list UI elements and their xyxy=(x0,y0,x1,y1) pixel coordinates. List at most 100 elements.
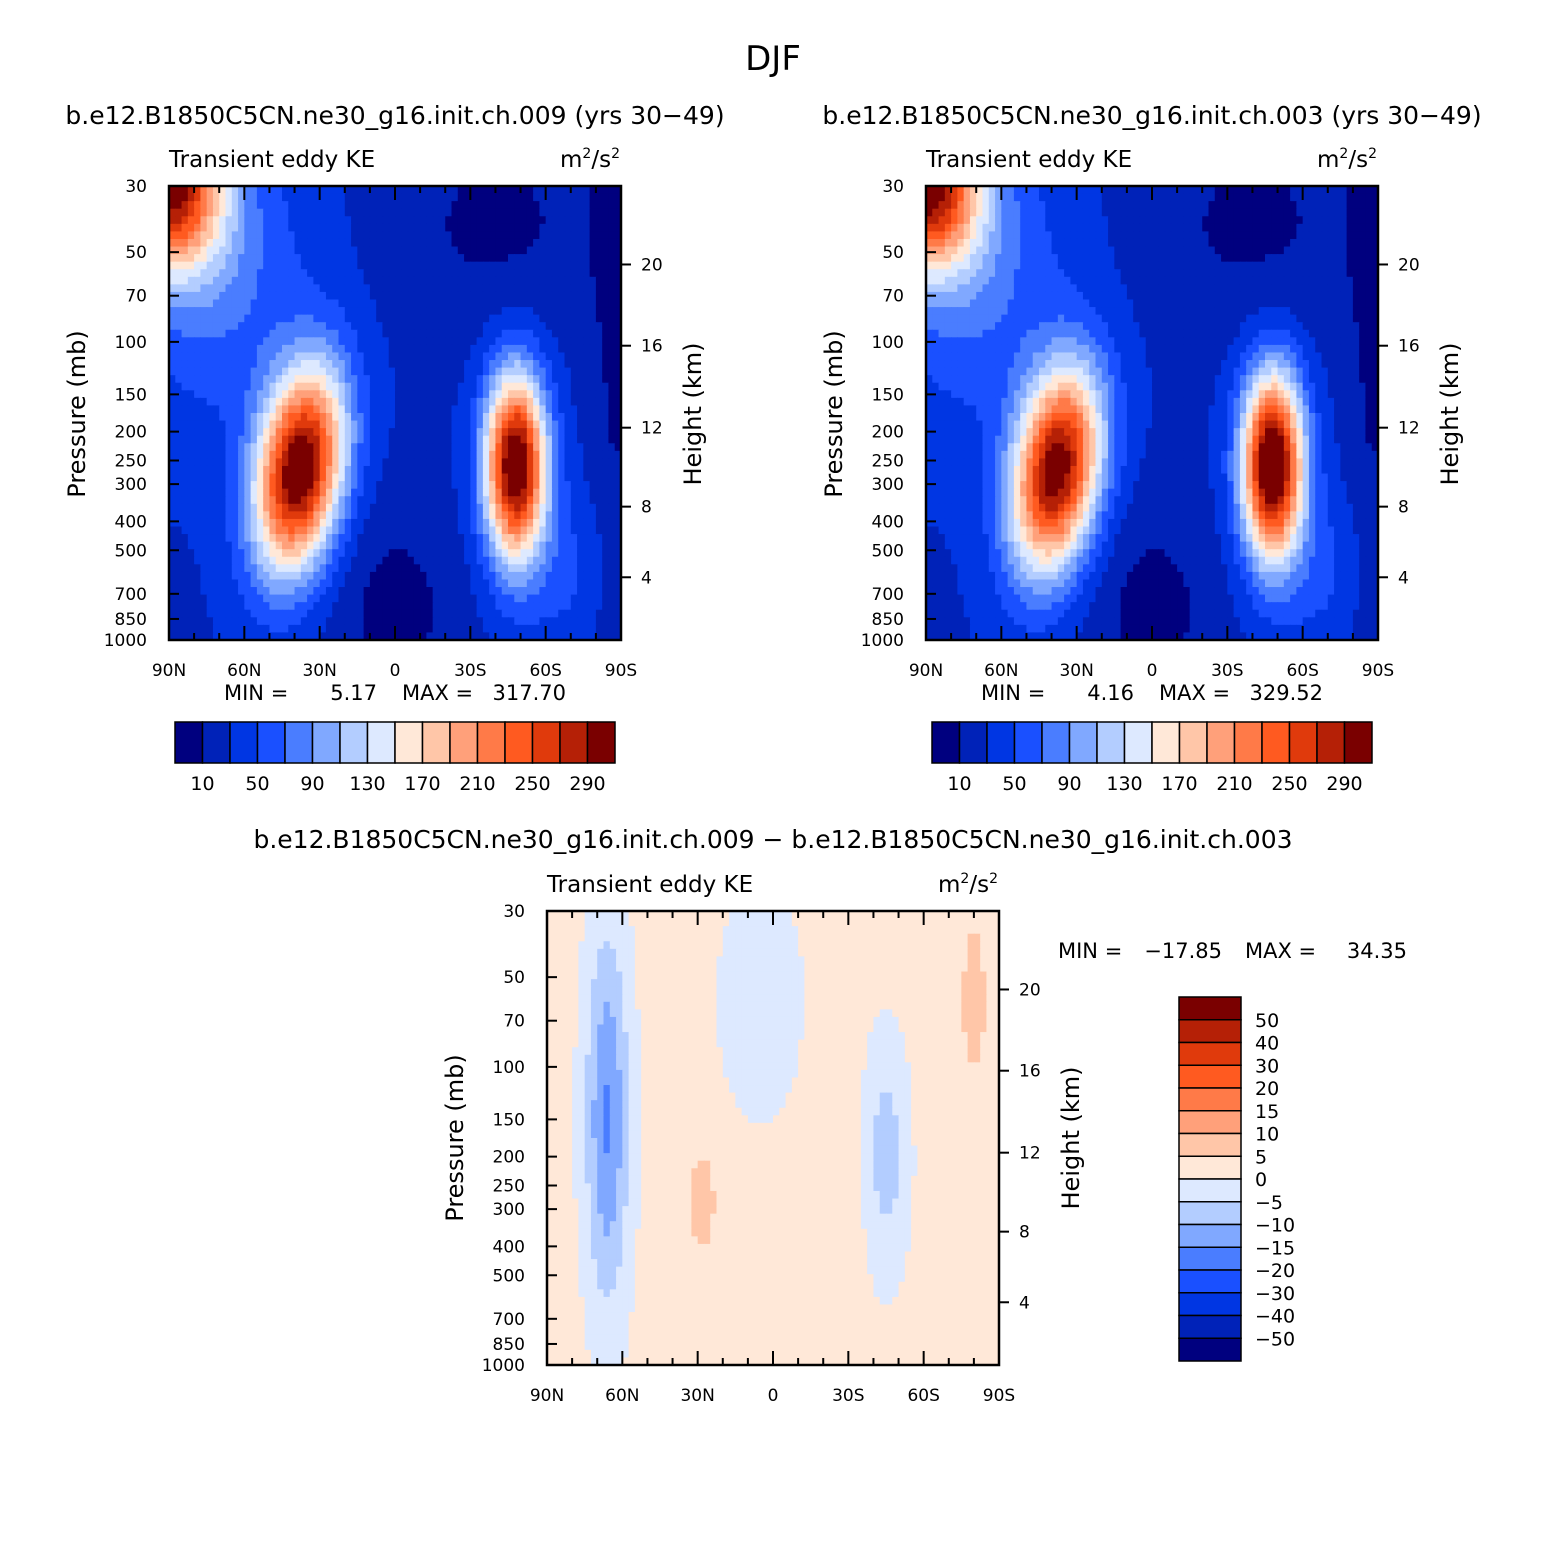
field-cell xyxy=(344,564,352,573)
field-cell xyxy=(212,602,220,611)
field-cell xyxy=(313,617,321,626)
field-cell xyxy=(583,632,591,641)
field-cell xyxy=(589,624,597,634)
field-cell xyxy=(583,458,591,467)
field-cell xyxy=(181,609,189,618)
field-cell xyxy=(351,360,358,369)
field-cell xyxy=(250,518,258,528)
field-cell xyxy=(282,413,289,422)
field-cell xyxy=(470,564,478,573)
field-cell xyxy=(482,186,490,195)
field-cell xyxy=(489,186,497,195)
field-cell xyxy=(238,420,245,429)
field-cell xyxy=(338,314,346,323)
field-cell xyxy=(514,231,522,240)
field-cell xyxy=(200,352,208,361)
field-cell xyxy=(614,329,622,338)
field-cell xyxy=(489,413,497,422)
field-cell xyxy=(558,375,566,384)
field-cell xyxy=(533,587,540,596)
field-cell xyxy=(369,443,377,452)
field-cell xyxy=(470,571,478,581)
field-cell xyxy=(1265,223,1272,232)
field-cell xyxy=(206,322,214,331)
field-cell xyxy=(319,587,327,596)
field-cell xyxy=(407,201,415,210)
field-cell xyxy=(551,617,559,626)
field-cell xyxy=(1032,193,1040,202)
field-cell xyxy=(319,549,327,558)
field-cell xyxy=(225,549,233,558)
field-cell xyxy=(187,587,195,596)
field-cell xyxy=(995,201,1002,210)
field-cell xyxy=(325,223,333,232)
field-cell xyxy=(533,208,540,217)
field-cell xyxy=(470,413,478,422)
field-cell xyxy=(514,254,522,263)
field-cell xyxy=(564,201,572,210)
field-cell xyxy=(231,322,239,331)
field-cell xyxy=(608,511,616,520)
field-cell xyxy=(1095,201,1103,210)
field-cell xyxy=(288,579,296,588)
field-cell xyxy=(282,314,289,323)
field-cell xyxy=(577,261,584,270)
field-cell xyxy=(595,269,603,278)
field-cell xyxy=(231,344,239,354)
field-cell xyxy=(282,587,289,596)
field-cell xyxy=(432,276,440,285)
field-cell xyxy=(219,481,227,490)
field-cell xyxy=(602,617,610,626)
field-cell xyxy=(495,624,503,634)
field-cell xyxy=(413,307,421,316)
field-cell xyxy=(206,284,214,293)
field-cell xyxy=(570,223,578,232)
field-cell xyxy=(457,413,465,422)
field-cell xyxy=(1327,186,1335,195)
field-cell xyxy=(369,223,377,232)
field-cell xyxy=(231,254,239,263)
field-cell xyxy=(263,488,271,497)
field-cell xyxy=(357,201,365,210)
y-tick-label: 150 xyxy=(115,385,147,405)
field-cell xyxy=(470,186,478,195)
field-cell xyxy=(357,534,365,543)
field-cell xyxy=(219,322,227,331)
field-cell xyxy=(231,526,239,535)
field-cell xyxy=(420,594,427,603)
field-cell xyxy=(1082,238,1090,248)
field-cell xyxy=(376,496,384,505)
field-cell xyxy=(1020,223,1028,232)
field-cell xyxy=(212,231,220,240)
field-cell xyxy=(602,594,610,603)
field-cell xyxy=(313,254,321,263)
field-cell xyxy=(244,496,252,505)
field-cell xyxy=(470,238,478,248)
field-cell xyxy=(470,496,478,505)
field-cell xyxy=(212,632,220,641)
field-cell xyxy=(1139,193,1147,202)
field-cell xyxy=(438,201,446,210)
field-cell xyxy=(426,193,434,202)
field-cell xyxy=(169,413,176,422)
field-cell xyxy=(508,549,515,558)
field-cell xyxy=(382,390,390,399)
field-cell xyxy=(1126,193,1134,202)
field-cell xyxy=(369,594,377,603)
field-cell xyxy=(533,518,540,528)
field-cell xyxy=(376,344,384,354)
field-cell xyxy=(539,367,547,376)
field-cell xyxy=(219,291,227,301)
field-cell xyxy=(420,428,427,437)
field-cell xyxy=(294,587,302,596)
field-cell xyxy=(1365,216,1373,225)
field-cell xyxy=(514,594,522,603)
field-cell xyxy=(420,443,427,452)
field-cell xyxy=(988,216,996,225)
field-cell xyxy=(395,420,402,429)
field-cell xyxy=(263,231,271,240)
field-cell xyxy=(325,594,333,603)
field-cell xyxy=(344,337,352,346)
field-cell xyxy=(181,420,189,429)
field-cell xyxy=(514,261,522,270)
